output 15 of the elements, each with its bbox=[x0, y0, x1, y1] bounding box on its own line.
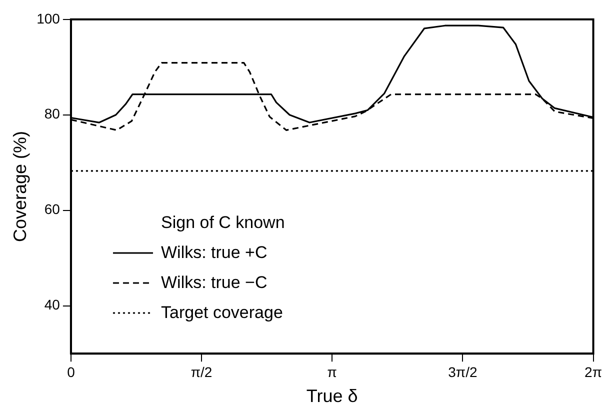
x-axis-title: True δ bbox=[306, 386, 358, 406]
y-tick-label: 80 bbox=[44, 106, 60, 122]
x-tick-label: 2π bbox=[584, 364, 602, 380]
y-tick-label: 40 bbox=[44, 296, 60, 313]
legend-label: Wilks: true −C bbox=[161, 272, 268, 294]
x-tick-label: π/2 bbox=[190, 364, 212, 380]
x-tick-label: 0 bbox=[67, 364, 76, 380]
y-tick-label: 100 bbox=[36, 10, 60, 26]
x-tick-label: π bbox=[327, 364, 338, 380]
legend-title: Sign of C known bbox=[160, 212, 285, 234]
x-tick-label: 3π/2 bbox=[448, 364, 478, 380]
legend-label: Target coverage bbox=[161, 302, 283, 324]
legend-label: Wilks: true +C bbox=[161, 242, 268, 264]
y-tick-label: 60 bbox=[44, 201, 60, 218]
y-axis-title: Coverage (%) bbox=[10, 130, 30, 242]
